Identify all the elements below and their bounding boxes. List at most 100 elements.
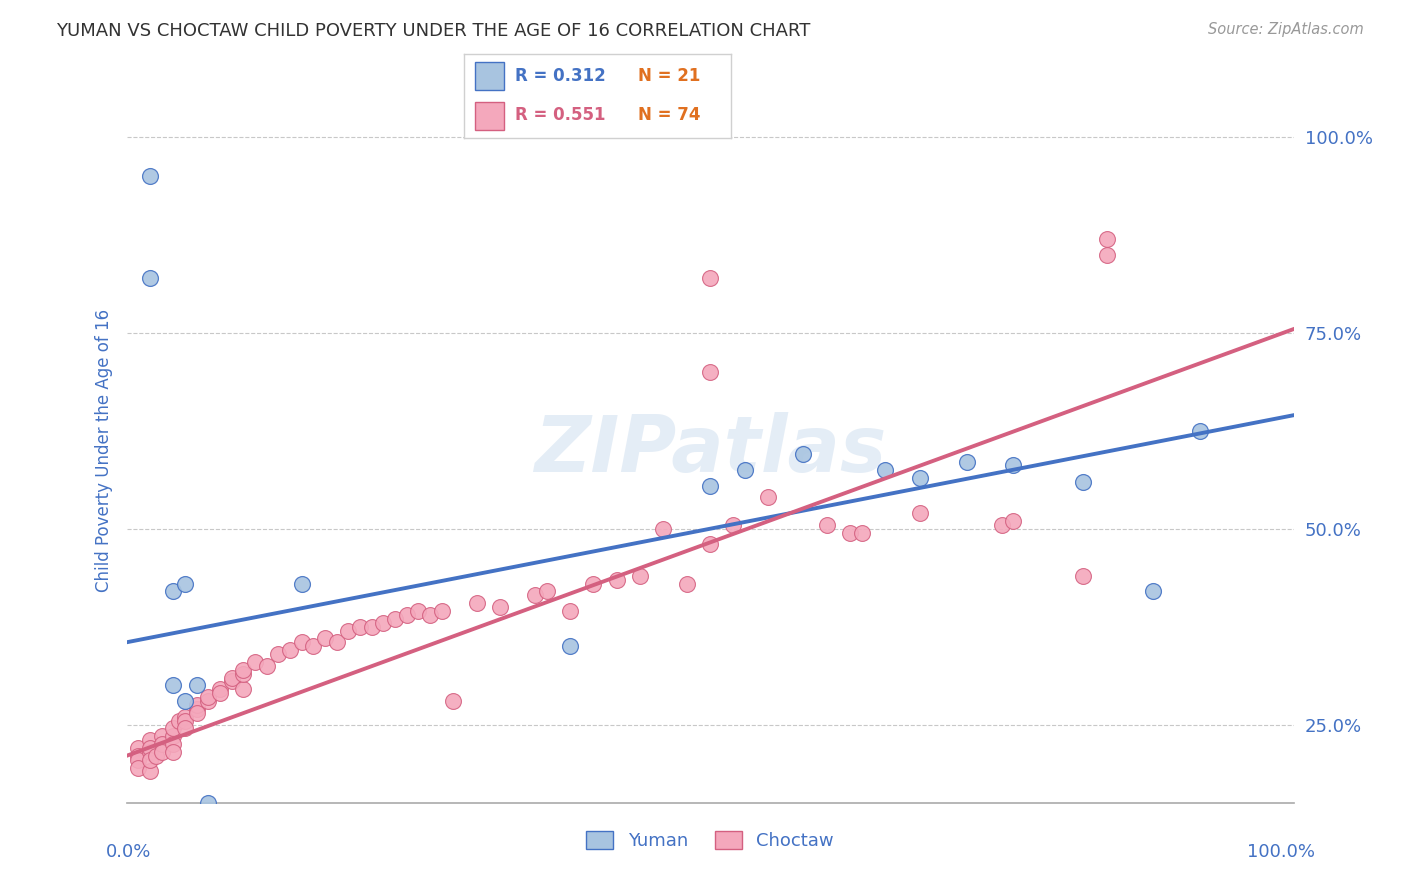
- Point: [162, 729, 184, 743]
- Point: [314, 632, 336, 646]
- Point: [167, 714, 190, 728]
- Point: [851, 525, 873, 540]
- Point: [606, 573, 628, 587]
- Point: [162, 584, 184, 599]
- Point: [558, 835, 581, 849]
- Point: [628, 568, 651, 582]
- Point: [815, 517, 838, 532]
- Point: [756, 491, 779, 505]
- Point: [208, 686, 231, 700]
- Point: [139, 764, 162, 779]
- Point: [839, 525, 862, 540]
- Point: [186, 706, 208, 720]
- Point: [139, 169, 162, 184]
- Point: [325, 635, 347, 649]
- Point: [186, 698, 208, 712]
- Text: 100.0%: 100.0%: [1247, 843, 1315, 861]
- Point: [139, 271, 162, 285]
- Point: [734, 463, 756, 477]
- Point: [990, 517, 1012, 532]
- Point: [290, 576, 312, 591]
- Point: [523, 588, 546, 602]
- Point: [162, 745, 184, 759]
- Point: [232, 682, 254, 697]
- Legend: Yuman, Choctaw: Yuman, Choctaw: [579, 823, 841, 857]
- Point: [1002, 458, 1025, 472]
- Point: [221, 671, 243, 685]
- Text: N = 21: N = 21: [638, 67, 700, 85]
- Point: [349, 619, 371, 633]
- Point: [197, 796, 219, 810]
- Point: [208, 682, 231, 697]
- Point: [267, 647, 290, 661]
- Text: Source: ZipAtlas.com: Source: ZipAtlas.com: [1208, 22, 1364, 37]
- Point: [384, 612, 406, 626]
- Point: [430, 604, 453, 618]
- Point: [278, 643, 301, 657]
- Point: [699, 478, 721, 492]
- Point: [908, 471, 931, 485]
- Point: [699, 365, 721, 379]
- Point: [408, 604, 430, 618]
- Point: [792, 447, 814, 461]
- Y-axis label: Child Poverty Under the Age of 16: Child Poverty Under the Age of 16: [94, 309, 112, 592]
- Point: [150, 745, 173, 759]
- Point: [465, 596, 488, 610]
- Point: [150, 737, 173, 751]
- Point: [150, 729, 173, 743]
- Point: [139, 753, 162, 767]
- Point: [956, 455, 979, 469]
- FancyBboxPatch shape: [475, 62, 505, 90]
- Point: [302, 639, 325, 653]
- Point: [699, 271, 721, 285]
- Text: ZIPatlas: ZIPatlas: [534, 412, 886, 489]
- Point: [1189, 424, 1212, 438]
- Point: [1002, 514, 1025, 528]
- Point: [290, 635, 312, 649]
- Point: [558, 639, 581, 653]
- Point: [908, 506, 931, 520]
- Text: YUMAN VS CHOCTAW CHILD POVERTY UNDER THE AGE OF 16 CORRELATION CHART: YUMAN VS CHOCTAW CHILD POVERTY UNDER THE…: [56, 22, 811, 40]
- Point: [558, 604, 581, 618]
- Point: [1073, 475, 1095, 489]
- Point: [186, 702, 208, 716]
- Point: [127, 753, 149, 767]
- Text: R = 0.312: R = 0.312: [515, 67, 606, 85]
- Point: [395, 607, 418, 622]
- Point: [232, 666, 254, 681]
- Point: [441, 694, 464, 708]
- Point: [875, 463, 897, 477]
- Point: [337, 624, 360, 638]
- Point: [1095, 232, 1118, 246]
- Point: [652, 522, 675, 536]
- Point: [373, 615, 395, 630]
- Point: [536, 584, 558, 599]
- Point: [186, 678, 208, 692]
- Point: [162, 722, 184, 736]
- Point: [419, 607, 441, 622]
- Point: [221, 674, 243, 689]
- Point: [675, 576, 697, 591]
- Point: [139, 745, 162, 759]
- Text: N = 74: N = 74: [638, 106, 700, 124]
- Point: [489, 600, 512, 615]
- Point: [582, 576, 605, 591]
- Point: [1073, 568, 1095, 582]
- FancyBboxPatch shape: [475, 102, 505, 130]
- Point: [127, 760, 149, 774]
- Point: [127, 748, 149, 763]
- Point: [139, 741, 162, 756]
- Point: [197, 690, 219, 705]
- Point: [174, 714, 197, 728]
- Point: [174, 694, 197, 708]
- Point: [145, 748, 167, 763]
- Point: [139, 733, 162, 747]
- Point: [174, 576, 197, 591]
- Point: [699, 537, 721, 551]
- Point: [360, 619, 382, 633]
- Point: [1142, 584, 1164, 599]
- Point: [174, 722, 197, 736]
- Point: [162, 678, 184, 692]
- Point: [232, 663, 254, 677]
- Point: [162, 737, 184, 751]
